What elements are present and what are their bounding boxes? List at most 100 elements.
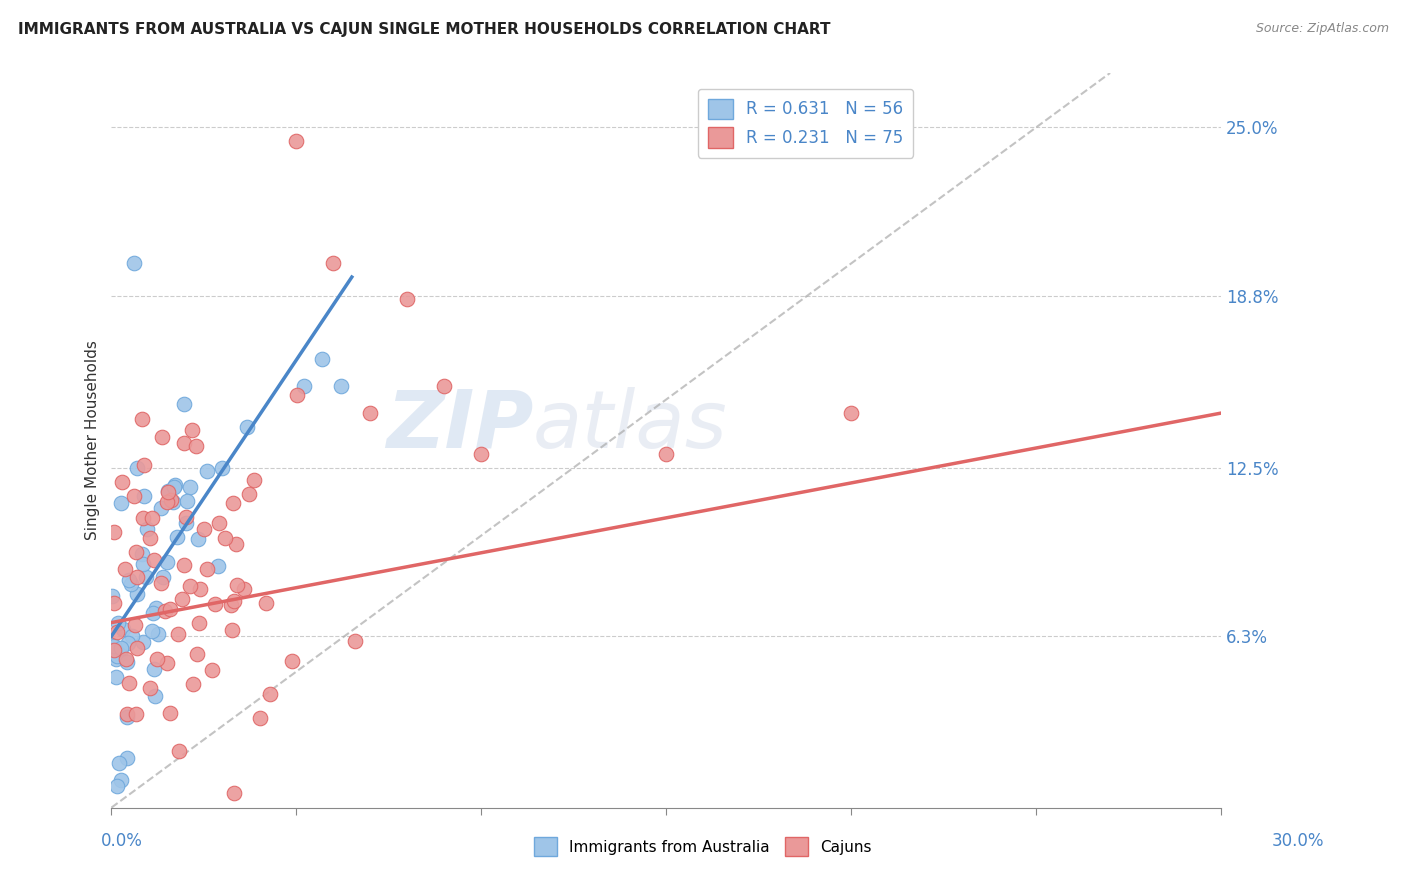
Point xyxy=(122,256,145,270)
Point xyxy=(143,662,166,676)
Point xyxy=(470,447,492,461)
Y-axis label: Single Mother Households: Single Mother Households xyxy=(86,341,100,541)
Point xyxy=(207,558,229,573)
Point xyxy=(104,670,127,684)
Point xyxy=(117,636,139,650)
Point xyxy=(179,480,201,494)
Point xyxy=(188,582,211,596)
Point xyxy=(238,487,260,501)
Point xyxy=(249,711,271,725)
Point xyxy=(180,423,202,437)
Point xyxy=(167,744,190,758)
Point xyxy=(174,516,197,530)
Point xyxy=(111,623,134,637)
Text: IMMIGRANTS FROM AUSTRALIA VS CAJUN SINGLE MOTHER HOUSEHOLDS CORRELATION CHART: IMMIGRANTS FROM AUSTRALIA VS CAJUN SINGL… xyxy=(18,22,831,37)
Point xyxy=(103,643,125,657)
Point xyxy=(125,545,148,559)
Point xyxy=(329,379,352,393)
Point xyxy=(195,561,218,575)
Point xyxy=(108,647,131,661)
Point xyxy=(225,578,247,592)
Point xyxy=(103,640,125,654)
Point xyxy=(179,579,201,593)
Point xyxy=(105,648,128,663)
Point xyxy=(122,489,145,503)
Point xyxy=(322,256,344,270)
Point xyxy=(163,478,186,492)
Point xyxy=(152,570,174,584)
Point xyxy=(143,689,166,703)
Point xyxy=(655,447,678,461)
Point xyxy=(214,531,236,545)
Point xyxy=(139,681,162,695)
Point xyxy=(101,638,124,652)
Point xyxy=(132,558,155,572)
Point xyxy=(131,511,153,525)
Point xyxy=(204,597,226,611)
Point xyxy=(359,406,381,420)
Point xyxy=(104,652,127,666)
Point xyxy=(159,602,181,616)
Point xyxy=(100,590,122,604)
Point xyxy=(153,604,176,618)
Point xyxy=(125,706,148,721)
Point xyxy=(146,627,169,641)
Text: Source: ZipAtlas.com: Source: ZipAtlas.com xyxy=(1256,22,1389,36)
Point xyxy=(233,582,256,596)
Point xyxy=(172,591,194,606)
Point xyxy=(281,654,304,668)
Point xyxy=(108,756,131,771)
Point xyxy=(115,710,138,724)
Point xyxy=(173,397,195,411)
Point xyxy=(163,480,186,494)
Point xyxy=(103,525,125,540)
Point xyxy=(143,553,166,567)
Point xyxy=(105,779,128,793)
Point xyxy=(118,676,141,690)
Point xyxy=(115,655,138,669)
Point xyxy=(141,511,163,525)
Point xyxy=(219,598,242,612)
Point xyxy=(134,489,156,503)
Point xyxy=(117,751,139,765)
Point xyxy=(135,522,157,536)
Point xyxy=(107,615,129,630)
Point xyxy=(156,656,179,670)
Point xyxy=(193,522,215,536)
Point xyxy=(105,625,128,640)
Point xyxy=(150,500,173,515)
Point xyxy=(343,634,366,648)
Point xyxy=(187,533,209,547)
Point xyxy=(187,615,209,630)
Point xyxy=(162,495,184,509)
Point xyxy=(125,569,148,583)
Point xyxy=(110,773,132,788)
Point xyxy=(142,606,165,620)
Point xyxy=(259,687,281,701)
Point xyxy=(160,492,183,507)
Point xyxy=(127,587,149,601)
Point xyxy=(141,624,163,638)
Point xyxy=(285,388,308,402)
Point xyxy=(222,786,245,800)
Point xyxy=(222,496,245,510)
Point xyxy=(225,537,247,551)
Point xyxy=(125,461,148,475)
Point xyxy=(157,483,180,498)
Point xyxy=(118,574,141,588)
Point xyxy=(117,707,139,722)
Point xyxy=(150,575,173,590)
Text: atlas: atlas xyxy=(533,386,728,465)
Legend: R = 0.631   N = 56, R = 0.231   N = 75: R = 0.631 N = 56, R = 0.231 N = 75 xyxy=(697,88,912,158)
Point xyxy=(221,623,243,637)
Text: ZIP: ZIP xyxy=(385,386,533,465)
Point xyxy=(110,496,132,510)
Point xyxy=(236,420,259,434)
Point xyxy=(155,495,177,509)
Point xyxy=(211,461,233,475)
Point xyxy=(131,547,153,561)
Point xyxy=(186,647,208,661)
Point xyxy=(139,531,162,545)
Point xyxy=(166,530,188,544)
Point xyxy=(166,627,188,641)
